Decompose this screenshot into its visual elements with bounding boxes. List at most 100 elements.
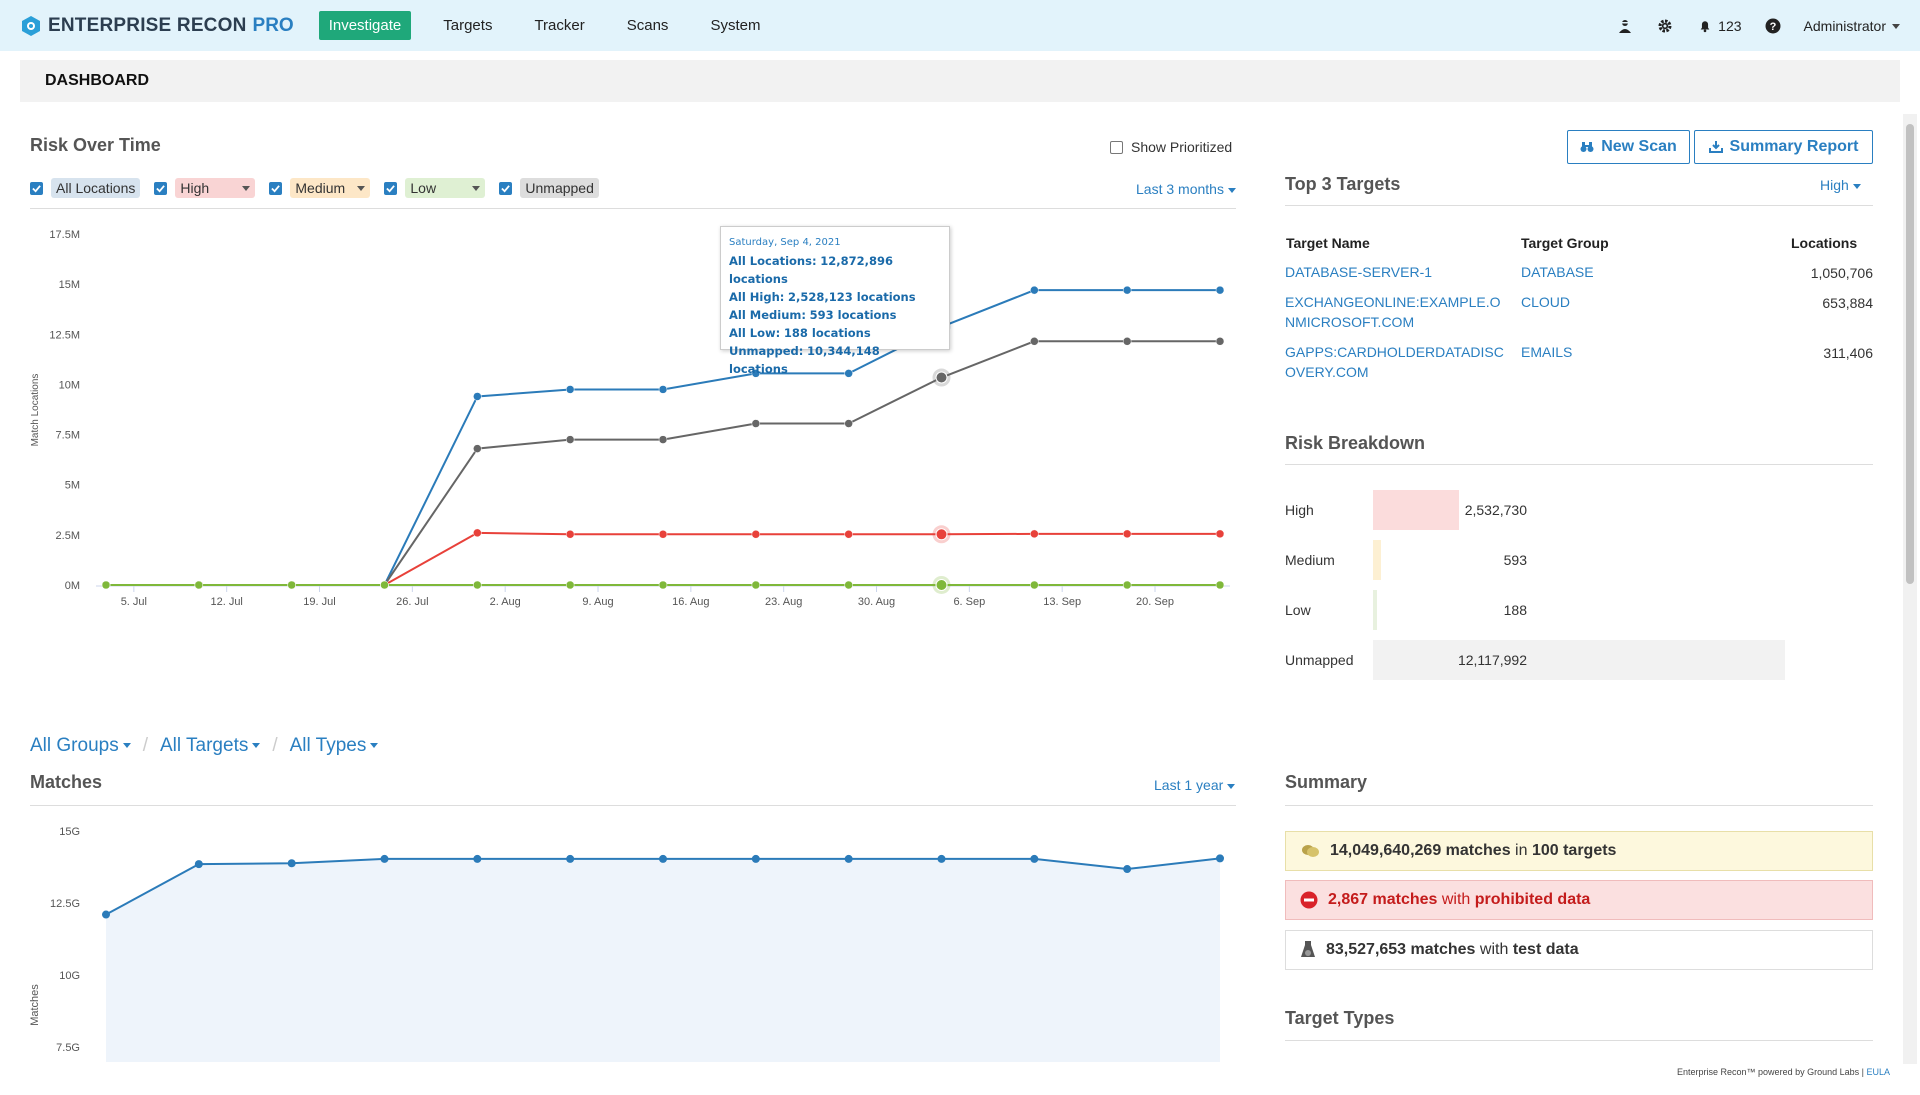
nav-tracker[interactable]: Tracker	[534, 17, 585, 34]
filter-medium-label: Medium	[295, 180, 346, 196]
x-tick-label: 9. Aug	[582, 596, 613, 608]
risk-breakdown-bar[interactable]	[1373, 590, 1378, 630]
target-locations: 311,406	[1823, 345, 1873, 361]
all-locations-checkbox[interactable]	[30, 181, 43, 195]
data-point	[1123, 865, 1132, 874]
summary-matches-row[interactable]: 14,049,640,269 matches in 100 targets	[1285, 831, 1873, 871]
filter-unmapped[interactable]: Unmapped	[520, 178, 599, 198]
all-types-label: All Types	[289, 735, 367, 756]
risk-breakdown-label: Low	[1285, 602, 1311, 618]
data-point	[473, 444, 482, 453]
risk-range-dropdown[interactable]: Last 3 months	[1136, 181, 1236, 197]
target-locations: 1,050,706	[1810, 265, 1873, 281]
filter-medium[interactable]: Medium	[290, 178, 371, 198]
data-point	[1215, 285, 1225, 295]
scrollbar-thumb[interactable]	[1906, 124, 1914, 584]
summary-mid: in	[1515, 842, 1528, 859]
all-groups-label: All Groups	[30, 735, 119, 756]
show-prioritized-checkbox[interactable]	[1110, 140, 1123, 154]
help-icon[interactable]: ?	[1764, 17, 1782, 35]
data-point	[1122, 529, 1132, 539]
data-point	[1215, 337, 1225, 346]
y-tick-label: 7.5M	[56, 430, 80, 442]
high-checkbox[interactable]	[154, 181, 168, 195]
target-link[interactable]: DATABASE-SERVER-1	[1285, 262, 1432, 282]
tooltip-value: 2,528,123 locations	[788, 290, 916, 304]
data-point	[935, 578, 948, 591]
data-point	[1030, 580, 1039, 590]
tooltip-line: All Medium: 593 locations	[729, 306, 941, 324]
summary-test-data-row[interactable]: 83,527,653 matches with test data	[1285, 930, 1873, 970]
top-right-controls: 123 ? Administrator	[1594, 0, 1900, 51]
y-axis-label: Matches	[29, 984, 41, 1026]
x-tick-label: 13. Sep	[1043, 596, 1081, 608]
all-groups-dropdown[interactable]: All Groups	[30, 735, 131, 757]
gear-icon[interactable]	[1656, 17, 1674, 35]
data-point	[935, 371, 948, 384]
user-menu[interactable]: Administrator	[1804, 18, 1900, 34]
brand[interactable]: ENTERPRISE RECON PRO	[20, 15, 294, 37]
risk-breakdown-bar[interactable]	[1373, 540, 1382, 580]
summary-mid: with	[1479, 941, 1509, 958]
bell-icon[interactable]	[1696, 17, 1714, 35]
y-tick-label: 10G	[59, 970, 80, 982]
summary-prohibited-row[interactable]: 2,867 matches with prohibited data	[1285, 880, 1873, 920]
risk-breakdown-value: 188	[1503, 602, 1527, 618]
filter-low[interactable]: Low	[405, 178, 486, 198]
all-types-dropdown[interactable]: All Types	[290, 735, 379, 757]
coins-icon	[1302, 845, 1319, 857]
summary-tail: 100 targets	[1531, 842, 1617, 859]
data-point	[751, 419, 761, 428]
summary-count: 2,867 matches	[1328, 891, 1438, 908]
target-name-line: NMICROSOFT.COM	[1285, 314, 1415, 330]
chevron-down-icon	[1892, 24, 1900, 30]
risk-over-time-chart: 0M 2.5M 5M 7.5M 10M 12.5M 15M 17.5M 5. Jul 12. Ju…	[30, 229, 1230, 608]
risk-breakdown-value: 593	[1503, 552, 1527, 568]
target-group-link[interactable]: EMAILS	[1521, 344, 1573, 360]
matches-range-dropdown[interactable]: Last 1 year	[1154, 777, 1236, 793]
page-header: DASHBOARD	[20, 60, 1900, 102]
footer-text: Enterprise Recon™ powered by Ground Labs…	[1677, 1067, 1864, 1077]
summary-row-text: 83,527,653 matches with test data	[1326, 941, 1579, 959]
scrollbar[interactable]	[1903, 114, 1917, 1064]
low-checkbox[interactable]	[384, 181, 398, 195]
x-tick-label: 12. Jul	[210, 596, 242, 608]
top-targets-title: Top 3 Targets	[1285, 174, 1401, 194]
nav-scans[interactable]: Scans	[626, 17, 669, 34]
divider	[1285, 1040, 1873, 1041]
summary-row-text: 2,867 matches with prohibited data	[1328, 891, 1590, 909]
top-targets-filter[interactable]: High	[1820, 177, 1861, 193]
chevron-down-icon	[472, 185, 481, 191]
y-tick-label: 10M	[59, 379, 80, 391]
divider	[1285, 805, 1873, 806]
medium-checkbox[interactable]	[269, 181, 283, 195]
risk-breakdown-bar[interactable]	[1373, 490, 1460, 530]
brand-edition: PRO	[252, 14, 294, 36]
data-point	[1030, 854, 1039, 863]
filter-high[interactable]: High	[175, 178, 256, 198]
summary-report-button[interactable]: Summary Report	[1694, 130, 1873, 164]
notification-count[interactable]: 123	[1718, 17, 1742, 34]
data-point	[658, 385, 668, 394]
risk-breakdown-bar[interactable]	[1373, 640, 1785, 680]
y-tick-label: 7.5G	[56, 1042, 80, 1054]
target-group-link[interactable]: CLOUD	[1521, 294, 1571, 310]
unmapped-checkbox[interactable]	[499, 181, 513, 195]
target-link[interactable]: EXCHANGEONLINE:EXAMPLE.O NMICROSOFT.COM	[1285, 292, 1501, 332]
target-group-link[interactable]: DATABASE	[1521, 264, 1594, 280]
agent-icon[interactable]	[1616, 17, 1634, 35]
new-scan-button[interactable]: New Scan	[1567, 130, 1690, 164]
nav-targets[interactable]: Targets	[443, 17, 493, 34]
eula-link[interactable]: EULA	[1866, 1067, 1890, 1077]
target-link[interactable]: GAPPS:CARDHOLDERDATADISC OVERY.COM	[1285, 342, 1504, 382]
risk-breakdown-title: Risk Breakdown	[1285, 433, 1426, 453]
show-prioritized-toggle[interactable]: Show Prioritized	[1110, 139, 1232, 155]
page-title: DASHBOARD	[45, 72, 149, 89]
summary-mid: with	[1441, 891, 1471, 908]
download-icon	[1708, 141, 1723, 153]
filter-all-locations[interactable]: All Locations	[51, 178, 141, 198]
nav-system[interactable]: System	[710, 17, 761, 34]
all-targets-dropdown[interactable]: All Targets	[160, 735, 261, 757]
summary-tail: prohibited data	[1474, 891, 1591, 908]
nav-investigate[interactable]: Investigate	[318, 11, 412, 40]
